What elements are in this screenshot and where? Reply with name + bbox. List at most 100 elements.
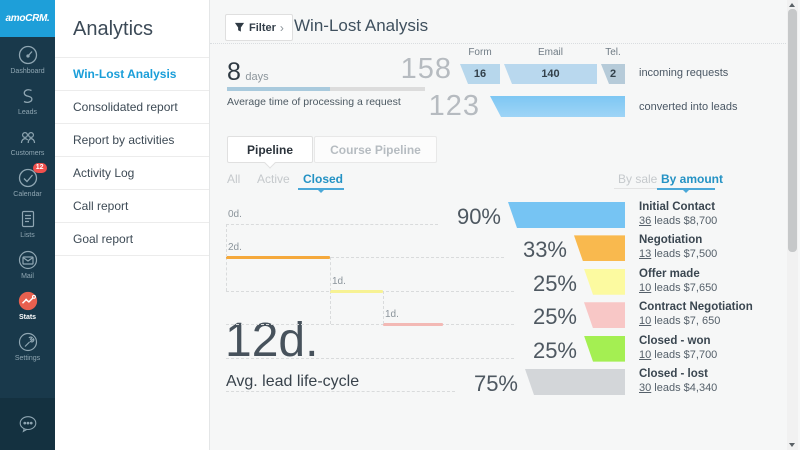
segment-email[interactable]: 140 <box>504 64 597 84</box>
nav-item-stats[interactable]: Stats <box>0 283 55 324</box>
status-filter-underline <box>298 188 344 193</box>
underline-notch-icon <box>683 190 689 193</box>
customers-icon <box>17 126 39 148</box>
stage-leads-count-link[interactable]: 36 <box>639 215 652 227</box>
chat-icon <box>17 413 39 435</box>
funnel-stage-bar[interactable] <box>584 268 625 295</box>
tab-course-pipeline[interactable]: Course Pipeline <box>314 136 437 163</box>
funnel-stage-name: Initial Contact <box>639 201 716 213</box>
sidebar-item-activity-log[interactable]: Activity Log <box>55 157 209 190</box>
processing-time-unit: days <box>245 71 269 83</box>
step-duration-segment <box>330 289 383 293</box>
nav-chat[interactable] <box>0 398 55 450</box>
stats-icon <box>17 290 39 312</box>
scrollbar-thumb[interactable] <box>788 9 797 252</box>
stage-leads-count-link[interactable]: 10 <box>639 281 652 294</box>
converted-label: converted into leads <box>639 101 738 113</box>
funnel-guide-line <box>226 391 455 392</box>
segment-header-email: Email <box>537 47 563 58</box>
incoming-total: 158 <box>400 53 452 85</box>
scrollbar <box>787 0 798 450</box>
funnel-stage-bar[interactable] <box>584 302 625 329</box>
segment-form[interactable]: 16 <box>460 64 500 84</box>
mail-icon <box>17 249 39 271</box>
step-duration-label: 1d. <box>332 275 346 287</box>
nav-item-label: Calendar <box>13 191 42 198</box>
lifecycle-value: 12d. <box>225 314 319 367</box>
nav-item-customers[interactable]: Customers <box>0 119 55 160</box>
filter-button[interactable]: Filter › <box>225 14 293 41</box>
processing-caption: Average time of processing a request <box>227 96 401 108</box>
funnel-stage-name: Closed - won <box>639 334 711 347</box>
converted-bar[interactable] <box>490 96 625 117</box>
dashboard-icon <box>17 44 39 66</box>
funnel-stage-stats: 10 leads $7, 650 <box>639 315 721 328</box>
lifecycle-label: Avg. lead life-cycle <box>226 373 360 390</box>
filter-by-amount[interactable]: By amount <box>661 172 724 186</box>
analytics-sidebar: Analytics Win-Lost Analysis Consolidated … <box>55 0 210 450</box>
filter-all[interactable]: All <box>227 172 241 186</box>
nav-item-label: Customers <box>10 150 45 157</box>
nav-item-settings[interactable]: Settings <box>0 324 55 365</box>
nav-item-lists[interactable]: Lists <box>0 201 55 242</box>
funnel-stage-stats: 36 leads $8,700 <box>639 215 718 227</box>
filter-by-sale[interactable]: By sale <box>618 172 658 186</box>
nav-item-mail[interactable]: Mail <box>0 242 55 283</box>
nav-item-dashboard[interactable]: Dashboard <box>0 37 55 78</box>
segment-tel[interactable]: 2 <box>601 64 625 84</box>
funnel-stage-bar[interactable] <box>508 202 625 228</box>
funnel-stage-name: Closed - lost <box>639 368 709 380</box>
funnel-stage-stats: 13 leads $7,500 <box>639 248 718 261</box>
page-title: Win-Lost Analysis <box>294 16 429 35</box>
stage-leads-count-link[interactable]: 10 <box>639 348 652 361</box>
settings-icon <box>17 331 39 353</box>
processing-time-value: 8 days <box>227 58 269 86</box>
processing-progress-fill <box>227 87 330 91</box>
stage-leads-count-link[interactable]: 10 <box>639 315 652 328</box>
sidebar-item-goal-report[interactable]: Goal report <box>55 223 209 256</box>
funnel-guide-line <box>226 324 514 326</box>
funnel-stage-bar[interactable] <box>525 369 625 395</box>
funnel-stage-percent: 25% <box>532 270 577 296</box>
funnel-stage-percent: 25% <box>532 337 577 363</box>
amocrm-logo[interactable]: amoCRM. <box>0 0 55 37</box>
calendar-badge: 12 <box>32 163 47 173</box>
nav-item-label: Leads <box>17 109 38 116</box>
nav-item-calendar[interactable]: 12 Calendar <box>0 160 55 201</box>
scroll-down-arrow-icon[interactable] <box>789 443 795 447</box>
funnel-stage-name: Offer made <box>639 267 700 280</box>
funnel-step-connector <box>226 257 227 291</box>
funnel-chart: 12d. Avg. lead life-cycle 0d. 90% Initial … <box>210 195 788 407</box>
sidebar-item-consolidated-report[interactable]: Consolidated report <box>55 91 209 124</box>
funnel-guide-line <box>226 224 438 225</box>
underline-notch-icon <box>318 190 324 193</box>
scroll-up-arrow-icon[interactable] <box>789 3 795 7</box>
filter-active[interactable]: Active <box>257 172 290 186</box>
nav-item-label: Mail <box>21 273 34 280</box>
calendar-icon: 12 <box>17 163 47 189</box>
funnel-stage-name: Negotiation <box>639 234 703 247</box>
funnel-step-connector <box>330 290 331 325</box>
nav-item-leads[interactable]: Leads <box>0 78 55 119</box>
segment-header-tel: Tel. <box>605 47 621 58</box>
funnel-stage-stats: 30 leads $4,340 <box>639 382 718 394</box>
sidebar-item-call-report[interactable]: Call report <box>55 190 209 223</box>
funnel-stage-bar[interactable] <box>574 235 625 262</box>
step-duration-label: 1d. <box>385 309 399 321</box>
funnel-stage-bar[interactable] <box>584 335 625 362</box>
nav-item-label: Dashboard <box>10 68 45 75</box>
segment-header-form: Form <box>468 47 492 58</box>
funnel-guide-line <box>226 257 504 259</box>
stage-leads-count-link[interactable]: 13 <box>639 248 652 261</box>
lists-icon <box>17 208 39 230</box>
stage-leads-count-link[interactable]: 30 <box>639 382 652 394</box>
incoming-label: incoming requests <box>639 67 729 79</box>
filter-closed[interactable]: Closed <box>303 172 344 186</box>
sidebar-title: Analytics <box>55 0 209 58</box>
sidebar-item-report-by-activities[interactable]: Report by activities <box>55 124 209 157</box>
processing-progress-track <box>227 87 425 91</box>
funnel-stage-name: Contract Negotiation <box>639 301 753 314</box>
sidebar-item-win-lost-analysis[interactable]: Win-Lost Analysis <box>55 58 209 91</box>
mode-filter-underline <box>614 188 664 189</box>
